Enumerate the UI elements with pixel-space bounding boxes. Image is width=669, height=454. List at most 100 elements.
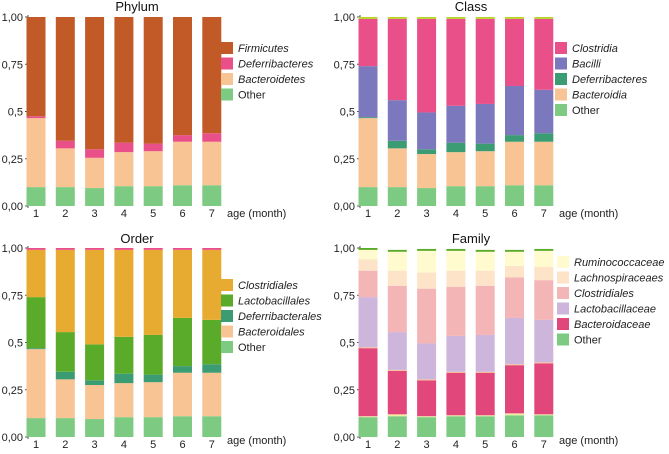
bar-segment-lactobacillaceae (534, 319, 554, 363)
bar-segment-ruminococcaceae (534, 250, 554, 267)
legend-label: Deferribacteres (238, 59, 314, 71)
bar-segment-lactobacillaceae (387, 332, 407, 370)
x-tick-label: 1 (33, 439, 39, 451)
legend-label: Lactobacillales (238, 296, 311, 308)
y-tick-label: 0,00 (334, 201, 355, 213)
bar-segment-clostridiales (85, 249, 105, 345)
bar-segment-minor-3 (505, 364, 524, 366)
bar-segment-minor-1 (358, 416, 378, 418)
bar-segment-other (26, 418, 46, 437)
y-tick-label: 0,25 (2, 385, 23, 397)
bar-segment-lactobacillales (173, 317, 192, 367)
bar-segment-minor-5 (417, 17, 437, 19)
legend-label: Bacteroidetes (238, 74, 306, 86)
bar-segment-clostridia (475, 18, 495, 104)
bar-segment-other (417, 188, 437, 206)
bar-segment-minor-5 (475, 17, 495, 19)
y-tick-label: 1,00 (334, 243, 355, 255)
bar-segment-lachnospiraceaes (387, 270, 407, 286)
bar-segment-clostridia (387, 18, 407, 101)
y-tick-label: 0,00 (334, 432, 355, 444)
bar-segment-ruminococcaceae (505, 251, 524, 266)
bar-segment-bacteroidales (85, 385, 105, 420)
bar-segment-minor-8 (417, 248, 437, 251)
bar-segment-ruminococcaceae (358, 249, 378, 260)
legend-label: Other (238, 90, 266, 102)
panel-class: Class 0,00 0,25 0,5 0,75 1,00 1 2 3 4 5 6 7 age (mont… (334, 0, 648, 220)
bar-segment-clostridiales (202, 249, 222, 320)
bar-segment-deferribacteres (446, 142, 466, 153)
bar-segment-deferribacteres (55, 140, 75, 149)
bar-segment-minor-3 (417, 379, 437, 381)
legend: Clostridia Bacilli Deferribacteres Bacteroi… (555, 42, 648, 117)
legend-label: Other (574, 335, 602, 347)
x-tick-label: 1 (33, 208, 39, 220)
bar-segment-firmicutes (26, 17, 46, 117)
legend-label: Bacteroidales (238, 327, 305, 339)
x-axis-label: age (month) (227, 435, 286, 447)
x-tick-label: 3 (424, 439, 430, 451)
bar-segment-clostridiales (358, 270, 378, 298)
bar-segment-deferribacteres (114, 142, 134, 153)
x-tick-label: 2 (62, 208, 68, 220)
x-tick-label: 7 (209, 439, 215, 451)
chart-title: Phylum (115, 0, 158, 14)
x-axis-label: age (month) (227, 208, 286, 220)
y-tick-label: 0,25 (334, 385, 355, 397)
legend-label: Clostridiales (238, 280, 298, 292)
bar-segment-minor-1 (417, 416, 437, 418)
bar-segment-deferribacteres (143, 143, 163, 152)
bar-segment-bacilli (505, 85, 524, 136)
legend-swatch (221, 341, 233, 353)
legend-label: Ruminococcaceae (574, 257, 665, 269)
legend-swatch (555, 104, 567, 116)
bar-segment-lactobacillaceae (417, 343, 437, 380)
x-tick-label: 4 (453, 439, 459, 451)
x-tick-label: 2 (62, 439, 68, 451)
bar-segment-bacteroidaceae (358, 348, 378, 417)
bar-segment-minor-5 (85, 248, 105, 250)
legend: Clostridiales Lactobacillales Deferribacte… (221, 279, 322, 354)
legend-swatch (557, 287, 569, 299)
y-tick-label: 0,25 (334, 154, 355, 166)
bar-segment-other (417, 417, 437, 437)
bar-segment-firmicutes (114, 17, 134, 143)
bar-segment-ruminococcaceae (446, 250, 466, 271)
legend-swatch (221, 57, 233, 70)
bar-segment-ruminococcaceae (475, 251, 495, 271)
bar-segment-ruminococcaceae (417, 250, 437, 273)
bar-segment-minor-8 (475, 249, 495, 252)
legend-swatch (221, 325, 233, 338)
legend-label: Bacteroidia (572, 90, 627, 102)
bar-segment-deferribacterales (114, 373, 134, 384)
legend-label: Lachnospiraceaes (574, 273, 664, 285)
bar-segment-other (26, 187, 46, 206)
bar-segment-other (358, 417, 378, 437)
bar-segment-lactobacillales (114, 336, 134, 374)
bar-segment-bacteroidales (173, 372, 192, 417)
bar-segment-clostridiales (446, 286, 466, 336)
bar-segment-lactobacillales (85, 344, 105, 381)
bar-segment-clostridiales (173, 249, 192, 318)
bar-segment-firmicutes (55, 17, 75, 141)
y-tick-label: 1,00 (2, 12, 23, 24)
x-tick-label: 3 (92, 208, 98, 220)
x-tick-label: 4 (453, 208, 459, 220)
bar-segment-minor-3 (446, 371, 466, 373)
legend-label: Firmicutes (238, 43, 289, 55)
bar-segment-lactobacillaceae (446, 335, 466, 372)
bar-segment-bacteroidia (505, 141, 524, 186)
bar-segment-bacteroidaceae (534, 363, 554, 415)
bar-segment-other (505, 415, 524, 437)
x-tick-label: 7 (541, 208, 547, 220)
y-tick-label: 0,75 (2, 290, 23, 302)
bar-segment-minor-3 (475, 371, 495, 373)
x-tick-label: 6 (179, 439, 185, 451)
bar-segment-deferribacterales (85, 380, 105, 386)
x-tick-label: 6 (179, 208, 185, 220)
bar-segment-lactobacillales (55, 332, 75, 372)
bar-segment-minor-5 (202, 248, 222, 250)
x-axis-label: age (month) (559, 435, 618, 447)
bar-segment-deferribacterales (173, 366, 192, 373)
bar-segment-minor-5 (358, 17, 378, 19)
